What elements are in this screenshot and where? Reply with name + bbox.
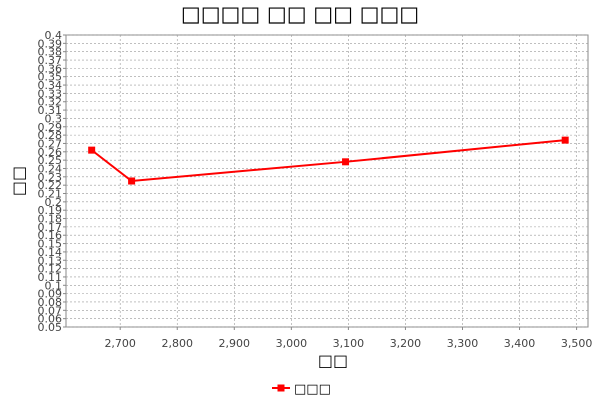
x-tick-label: 3,300 bbox=[447, 337, 479, 350]
y-tick-label: 0.23 bbox=[38, 171, 63, 184]
x-tick-label: 2,700 bbox=[104, 337, 136, 350]
data-point-marker bbox=[88, 146, 96, 154]
legend-marker-swatch bbox=[277, 384, 285, 392]
x-tick-label: 2,900 bbox=[219, 337, 251, 350]
y-tick-label: 0.37 bbox=[38, 54, 63, 67]
y-tick-label: 0.06 bbox=[38, 313, 63, 326]
y-tick-label: 0.11 bbox=[38, 271, 63, 284]
y-tick-label: 0.18 bbox=[38, 213, 63, 226]
y-tick-label: 0.34 bbox=[38, 79, 63, 92]
y-tick-label: 0.19 bbox=[38, 204, 63, 217]
y-tick-label: 0.05 bbox=[38, 321, 63, 334]
y-tick-label: 0.27 bbox=[38, 137, 63, 150]
x-tick-label: 3,500 bbox=[561, 337, 593, 350]
y-tick-label: 0.32 bbox=[38, 96, 63, 109]
y-tick-label: 0.39 bbox=[38, 37, 63, 50]
y-tick-label: 0.1 bbox=[45, 279, 63, 292]
legend: □□□ bbox=[272, 382, 331, 397]
y-tick-label: 0.14 bbox=[38, 246, 63, 259]
x-tick-label: 3,200 bbox=[390, 337, 422, 350]
y-gridlines bbox=[66, 34, 588, 328]
y-tick-label: 0.25 bbox=[38, 154, 63, 167]
y-tick-label: 0.09 bbox=[38, 288, 63, 301]
y-tick-label: 0.12 bbox=[38, 263, 63, 276]
y-tick-label: 0.24 bbox=[38, 162, 63, 175]
y-tick-label: 0.3 bbox=[45, 112, 63, 125]
x-tick-label: 3,000 bbox=[276, 337, 308, 350]
y-tick-label: 0.13 bbox=[38, 254, 63, 267]
x-tick-label: 3,400 bbox=[504, 337, 536, 350]
x-tick-label: 3,100 bbox=[333, 337, 365, 350]
y-axis-ticks: 0.050.060.070.080.090.10.110.120.130.140… bbox=[38, 29, 66, 334]
y-tick-label: 0.31 bbox=[38, 104, 63, 117]
y-tick-label: 0.36 bbox=[38, 62, 63, 75]
y-tick-label: 0.28 bbox=[38, 129, 63, 142]
y-tick-label: 0.15 bbox=[38, 238, 63, 251]
x-tick-label: 2,800 bbox=[161, 337, 193, 350]
data-point-marker bbox=[342, 158, 350, 166]
x-axis-label: □□ bbox=[318, 351, 348, 370]
y-tick-label: 0.38 bbox=[38, 46, 63, 59]
data-point-marker bbox=[128, 177, 136, 185]
y-tick-label: 0.26 bbox=[38, 146, 63, 159]
plot-area bbox=[65, 34, 589, 328]
series-layer bbox=[88, 136, 569, 185]
chart-title: □□□□ □□ □□ □□□ bbox=[181, 2, 419, 26]
y-tick-label: 0.17 bbox=[38, 221, 63, 234]
y-tick-label: 0.33 bbox=[38, 87, 63, 100]
y-axis-label: □□ bbox=[9, 166, 28, 196]
y-tick-label: 0.35 bbox=[38, 71, 63, 84]
y-tick-label: 0.29 bbox=[38, 121, 63, 134]
y-tick-label: 0.08 bbox=[38, 296, 63, 309]
y-tick-label: 0.07 bbox=[38, 304, 63, 317]
x-gridlines bbox=[119, 35, 577, 327]
y-tick-label: 0.4 bbox=[45, 29, 63, 42]
series-line bbox=[91, 139, 566, 183]
legend-label: □□□ bbox=[294, 382, 331, 397]
data-point-marker bbox=[561, 136, 569, 144]
y-tick-label: 0.21 bbox=[38, 188, 63, 201]
y-tick-label: 0.16 bbox=[38, 229, 63, 242]
x-axis-ticks: 2,700 2,800 2,900 3,000 3,100 3,200 3,300 3,400… bbox=[104, 327, 592, 350]
y-tick-label: 0.22 bbox=[38, 179, 63, 192]
y-tick-label: 0.2 bbox=[45, 196, 63, 209]
